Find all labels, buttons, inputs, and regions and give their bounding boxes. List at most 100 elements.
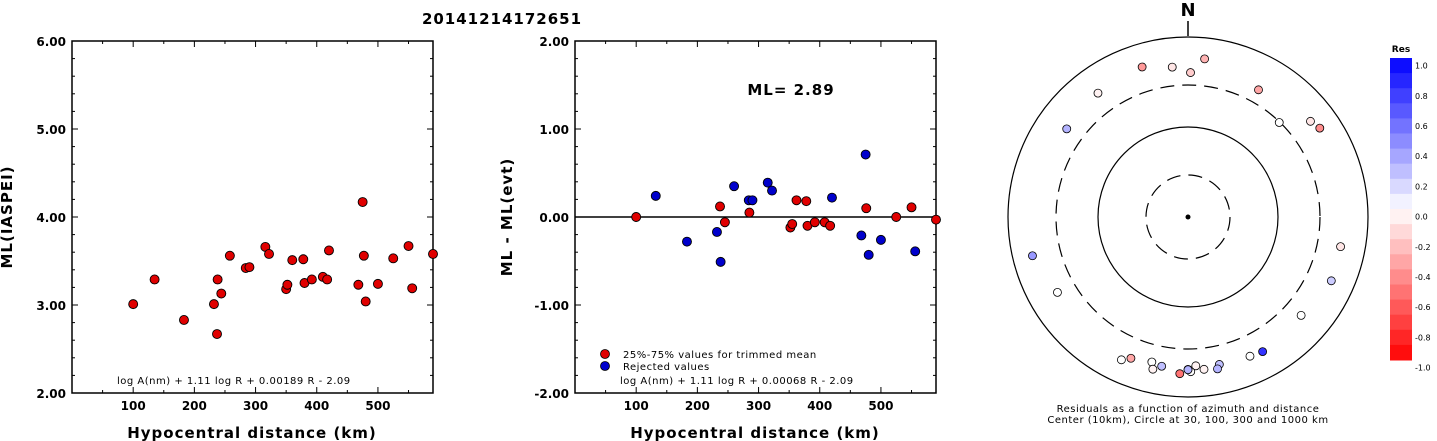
data-point [863, 249, 874, 260]
colorbar-cell [1390, 103, 1412, 119]
data-point [403, 241, 414, 251]
data-point [891, 212, 902, 222]
xtick-label: 200 [182, 399, 207, 413]
data-point [715, 201, 725, 212]
ytick-label: 2.00 [36, 387, 66, 401]
data-point [762, 177, 773, 188]
ytick-label: 2.00 [539, 35, 569, 49]
distance-ring [1055, 84, 1321, 350]
colorbar-tick-label: -0.2 [1415, 243, 1431, 252]
legend-swatch-trimmed [600, 349, 610, 359]
xtick-label: 500 [868, 399, 893, 413]
polar-point [1245, 351, 1255, 361]
polar-point [1254, 85, 1263, 95]
colorbar-cell [1390, 148, 1412, 165]
data-point [353, 279, 364, 290]
xtick-label: 300 [243, 399, 268, 413]
colorbar-cell [1390, 178, 1412, 195]
colorbar-cell [1390, 269, 1412, 285]
plot2-points [631, 149, 941, 267]
colorbar-tick-label: 1.0 [1415, 62, 1428, 71]
data-point [428, 249, 438, 259]
epicenter-marker [1185, 214, 1191, 220]
polar-point [1326, 276, 1336, 286]
legend-swatch-rejected [600, 361, 610, 371]
data-point [747, 195, 758, 206]
data-point [860, 149, 871, 160]
distance-ring [1145, 174, 1231, 260]
polar-point [1093, 88, 1103, 98]
polar-point [1200, 54, 1210, 64]
polar-point [1336, 242, 1345, 252]
colorbar-tick-label: -0.6 [1415, 303, 1431, 312]
residual-polar-plot: N Residuals as a function of azimuth and… [1007, 0, 1431, 426]
colorbar-cell [1390, 73, 1412, 89]
data-point [910, 246, 921, 257]
plot1-points [128, 197, 438, 339]
polar-point [1213, 364, 1222, 374]
xtick-label: 400 [304, 399, 329, 413]
data-point [212, 329, 222, 339]
data-point [931, 214, 941, 225]
data-point [216, 288, 227, 299]
data-point [856, 230, 867, 241]
colorbar-tick-label: 0.8 [1415, 92, 1428, 101]
polar-point [1258, 347, 1268, 357]
data-point [715, 256, 726, 267]
data-point [744, 207, 755, 218]
xtick-label: 100 [121, 399, 146, 413]
data-point [827, 192, 837, 203]
colorbar-tick-label: 0.2 [1415, 182, 1428, 191]
plot2-xlabel: Hypocentral distance (km) [630, 424, 880, 441]
colorbar-cell [1390, 299, 1412, 316]
data-point [729, 181, 740, 192]
colorbar-tick-label: 0.4 [1415, 152, 1428, 161]
colorbar-cell [1390, 133, 1412, 150]
data-point [244, 262, 255, 273]
colorbar-tick-label: 0.0 [1415, 213, 1428, 222]
colorbar-cell [1390, 314, 1412, 331]
ml-annotation: ML= 2.89 [747, 81, 834, 99]
polar-caption-line2: Center (10km), Circle at 30, 100, 300 an… [1047, 415, 1328, 426]
distance-ring [1097, 126, 1279, 308]
data-point [682, 236, 692, 247]
plot1-frame [71, 40, 434, 394]
polar-point [1274, 118, 1284, 127]
colorbar-cell [1390, 254, 1412, 270]
colorbar-tick-label: -0.4 [1415, 273, 1431, 282]
colorbar-cell [1390, 88, 1412, 104]
data-point [712, 227, 722, 237]
data-point [809, 217, 820, 228]
colorbar-cell [1390, 224, 1412, 240]
colorbar-cell [1390, 329, 1412, 346]
data-point [650, 190, 661, 201]
polar-point [1167, 62, 1177, 72]
data-point [358, 250, 369, 261]
polar-point [1147, 357, 1157, 367]
plot2-legend: 25%-75% values for trimmed mean Rejected… [600, 349, 816, 373]
data-point [287, 255, 298, 266]
data-point [719, 217, 730, 228]
colorbar-ticks: 1.0 0.8 0.6 0.4 0.2 0.0 -0.2 -0.4 -0.6 -0.8 -1.0 [1415, 62, 1431, 373]
data-point [128, 299, 139, 310]
ytick-label: 5.00 [36, 123, 66, 137]
data-point [875, 234, 886, 245]
xtick-label: 400 [807, 399, 832, 413]
colorbar-cells [1390, 58, 1412, 361]
ytick-label: 0.00 [539, 211, 569, 225]
data-point [631, 212, 642, 222]
polar-point [1186, 68, 1195, 77]
data-point [861, 203, 872, 214]
data-point [407, 283, 418, 294]
data-point [224, 250, 235, 261]
ytick-label: 1.00 [539, 123, 569, 137]
polar-point [1191, 361, 1201, 371]
polar-point [1116, 355, 1126, 365]
figure-title: 20141214172651 [422, 10, 582, 28]
plot2-formula: log A(nm) + 1.11 log R + 0.00068 R - 2.0… [620, 376, 854, 387]
colorbar-cell [1390, 58, 1412, 74]
plot2-ticks: 100 200 300 400 500 -2.00 -1.00 0.00 1.00 2.00 [534, 35, 936, 413]
data-point [825, 220, 836, 231]
data-point [322, 274, 333, 285]
polar-point [1126, 353, 1136, 363]
